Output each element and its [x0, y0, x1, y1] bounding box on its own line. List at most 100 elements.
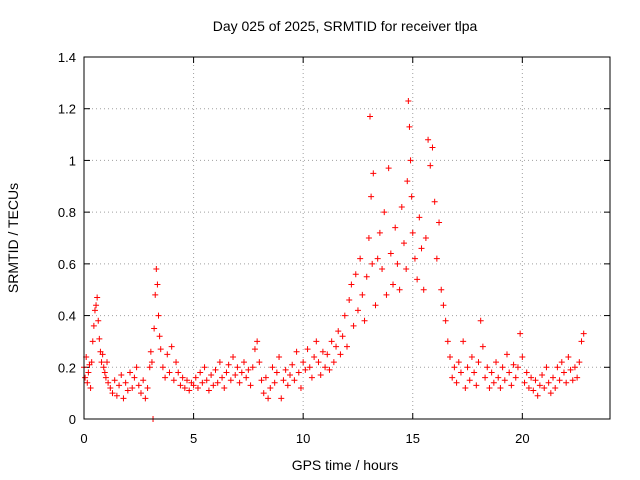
tick-labels: 0 0.2 0.4 0.6 0.8 1 1.2 1.4 0 5 10 15 20	[58, 50, 530, 446]
data-point	[580, 330, 587, 337]
data-point	[406, 123, 413, 130]
data-point	[357, 255, 364, 262]
data-point	[317, 372, 324, 379]
data-point	[370, 170, 377, 177]
data-point	[101, 369, 108, 376]
data-point	[543, 364, 550, 371]
data-point	[416, 214, 423, 221]
data-point	[333, 343, 340, 350]
x-tick-label: 5	[190, 431, 197, 446]
data-point	[164, 351, 171, 358]
data-point	[87, 384, 94, 391]
data-point	[466, 377, 473, 384]
data-point	[510, 361, 517, 368]
data-point	[506, 369, 513, 376]
data-point	[473, 382, 480, 389]
data-point	[341, 312, 348, 319]
data-point	[306, 364, 313, 371]
data-point	[574, 374, 581, 381]
data-point	[409, 229, 416, 236]
data-point	[495, 374, 502, 381]
data-point	[91, 307, 98, 314]
data-point	[335, 328, 342, 335]
data-point	[293, 348, 300, 355]
data-point	[552, 384, 559, 391]
data-point	[94, 294, 101, 301]
data-point	[560, 369, 567, 376]
data-point	[565, 353, 572, 360]
data-point	[276, 353, 283, 360]
data-point	[558, 359, 565, 366]
data-point	[324, 351, 331, 358]
data-point	[346, 297, 353, 304]
data-point	[236, 379, 243, 386]
chart-title: Day 025 of 2025, SRMTID for receiver tlp…	[213, 18, 478, 34]
data-point	[411, 255, 418, 262]
data-point	[173, 359, 180, 366]
data-point	[337, 351, 344, 358]
data-point	[414, 276, 421, 283]
data-point	[369, 260, 376, 267]
data-point	[289, 361, 296, 368]
data-point	[512, 374, 519, 381]
y-tick-label: 0	[69, 412, 76, 427]
data-point	[208, 372, 215, 379]
data-point	[159, 364, 166, 371]
data-point	[258, 377, 265, 384]
data-point	[444, 338, 451, 345]
y-tick-label: 1	[69, 153, 76, 168]
data-point	[111, 377, 118, 384]
y-tick-label: 0.2	[58, 360, 76, 375]
data-point	[328, 338, 335, 345]
data-point	[438, 286, 445, 293]
data-point	[278, 395, 285, 402]
data-point	[422, 235, 429, 241]
plot-frame	[83, 56, 611, 420]
data-point	[120, 395, 127, 402]
data-point	[295, 369, 302, 376]
data-point	[144, 384, 151, 391]
data-point	[291, 377, 298, 384]
data-point	[238, 369, 245, 376]
data-point	[523, 369, 530, 376]
data-point	[374, 255, 381, 262]
data-point	[387, 250, 394, 257]
data-point	[152, 291, 159, 298]
x-tick-label: 0	[80, 431, 87, 446]
data-point	[265, 395, 272, 402]
data-point	[142, 395, 149, 402]
data-point	[368, 193, 375, 200]
data-point	[90, 322, 97, 329]
data-point	[563, 379, 570, 386]
data-point	[344, 343, 350, 350]
data-point	[129, 384, 136, 391]
x-axis-title: GPS time / hours	[292, 457, 399, 473]
data-point	[205, 387, 212, 394]
data-point	[530, 387, 537, 394]
data-point	[381, 209, 388, 216]
data-point	[486, 384, 493, 391]
data-point	[219, 374, 226, 381]
data-point	[93, 302, 100, 309]
data-point	[131, 374, 138, 381]
data-point	[201, 364, 208, 371]
data-point	[449, 374, 456, 381]
data-point	[304, 346, 311, 353]
data-point	[471, 369, 478, 376]
data-point	[545, 379, 552, 386]
data-point	[407, 157, 414, 164]
data-point	[468, 353, 475, 360]
data-point	[541, 384, 548, 391]
data-point	[157, 346, 164, 353]
data-point	[427, 162, 434, 169]
data-point	[214, 379, 221, 386]
data-point	[576, 359, 583, 366]
data-point	[267, 384, 274, 391]
data-point	[532, 377, 539, 384]
data-point	[282, 366, 289, 373]
data-point	[271, 379, 278, 386]
data-point	[539, 372, 546, 379]
data-point	[302, 366, 309, 373]
data-point	[190, 382, 197, 389]
data-point	[140, 377, 147, 384]
